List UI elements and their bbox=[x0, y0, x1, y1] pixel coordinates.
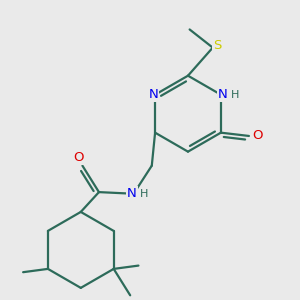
Text: H: H bbox=[140, 189, 148, 199]
Text: N: N bbox=[148, 88, 158, 101]
Text: S: S bbox=[213, 40, 221, 52]
Text: N: N bbox=[218, 88, 227, 101]
Text: O: O bbox=[73, 151, 83, 164]
Text: O: O bbox=[252, 130, 262, 142]
Text: H: H bbox=[231, 90, 239, 100]
Text: N: N bbox=[127, 187, 137, 200]
